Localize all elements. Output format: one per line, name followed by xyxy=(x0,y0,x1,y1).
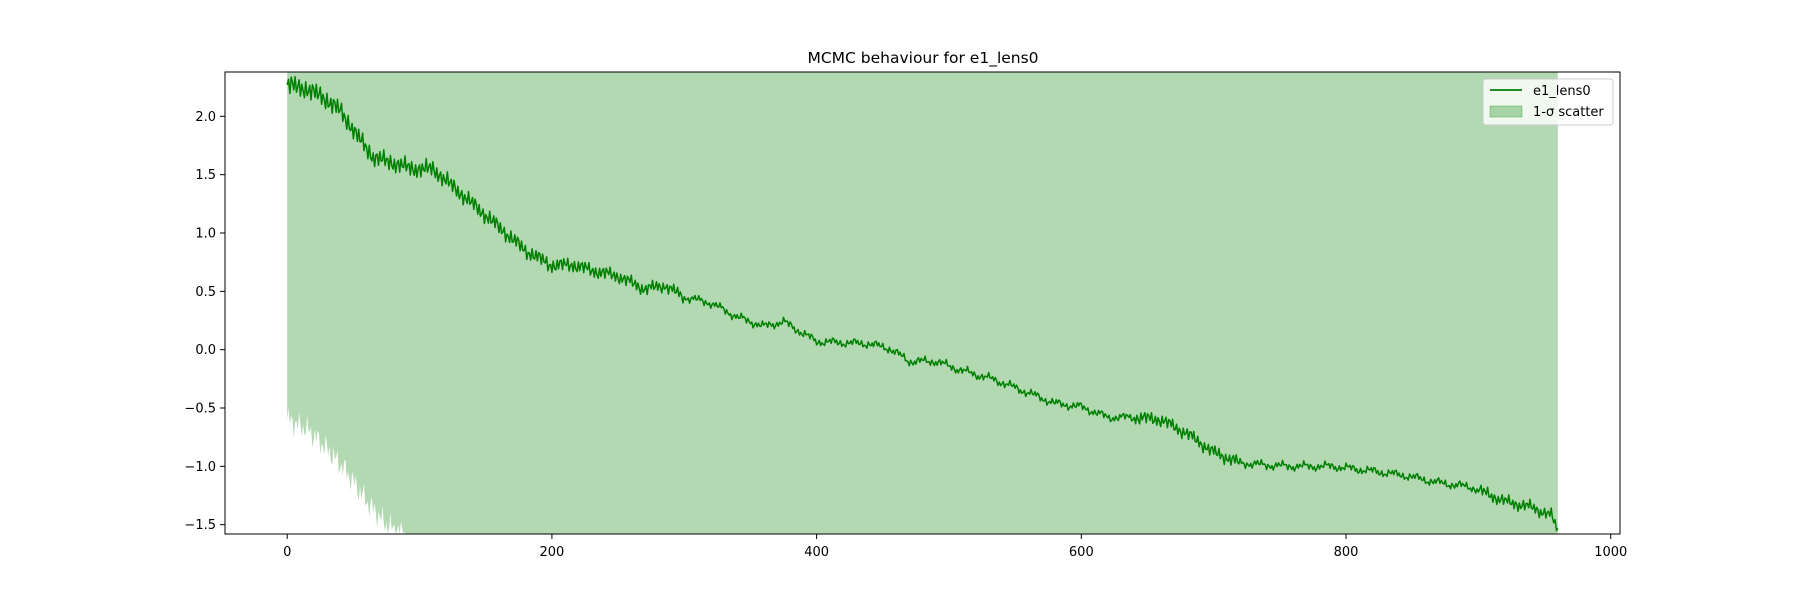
x-axis: 0 200 400 600 800 1000 xyxy=(283,534,1627,560)
x-tick-label-400: 400 xyxy=(804,545,829,560)
y-axis: −1.5 −1.0 −0.5 0.0 0.5 1.0 1.5 2.0 xyxy=(184,110,225,533)
x-tick-label-600: 600 xyxy=(1069,545,1094,560)
y-tick-label-5: 1.0 xyxy=(195,227,216,242)
plot-frame xyxy=(224,71,1621,535)
legend-label-scatter: 1-σ scatter xyxy=(1533,105,1604,120)
plot-area xyxy=(286,72,1559,534)
y-tick-label-2: −0.5 xyxy=(184,402,216,417)
y-tick-label-1: −1.0 xyxy=(184,460,216,475)
scatter-band xyxy=(287,72,1558,534)
y-tick-label-7: 2.0 xyxy=(195,110,216,125)
y-tick-label-3: 0.0 xyxy=(195,343,216,358)
x-tick-label-800: 800 xyxy=(1334,545,1359,560)
y-tick-label-4: 0.5 xyxy=(195,285,216,300)
y-tick-label-0: −1.5 xyxy=(184,518,216,533)
chart-title: MCMC behaviour for e1_lens0 xyxy=(807,49,1038,68)
y-tick-label-6: 1.5 xyxy=(195,168,216,183)
legend: e1_lens0 1-σ scatter xyxy=(1482,78,1614,126)
legend-label-e1-lens0: e1_lens0 xyxy=(1533,84,1591,99)
series-line-e1-lens0 xyxy=(286,75,1559,532)
x-tick-label-0: 0 xyxy=(283,545,291,560)
x-tick-label-200: 200 xyxy=(539,545,564,560)
legend-band-swatch xyxy=(1489,105,1523,118)
x-tick-label-1000: 1000 xyxy=(1594,545,1627,560)
